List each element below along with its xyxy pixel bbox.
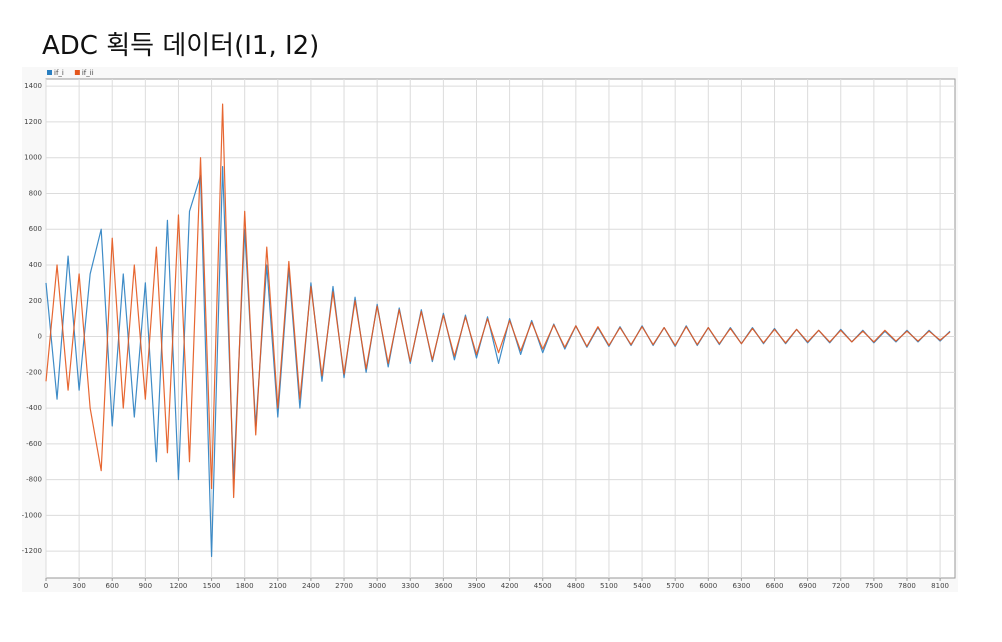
x-tick-label: 2400 xyxy=(302,582,320,590)
y-tick-label: -800 xyxy=(26,476,42,484)
y-tick-label: 1000 xyxy=(24,154,42,162)
x-tick-label: 7500 xyxy=(865,582,883,590)
y-tick-label: -600 xyxy=(26,440,42,448)
y-tick-label: 1400 xyxy=(24,82,42,90)
x-tick-label: 4500 xyxy=(534,582,552,590)
chart-title: ADC 획득 데이터(I1, I2) xyxy=(42,31,319,61)
y-tick-label: -1000 xyxy=(22,511,42,519)
series-line xyxy=(45,103,951,499)
y-tick-label: -200 xyxy=(26,368,42,376)
x-tick-label: 4200 xyxy=(501,582,519,590)
x-tick-label: 1800 xyxy=(236,582,254,590)
x-tick-label: 2100 xyxy=(269,582,287,590)
x-tick-label: 6300 xyxy=(732,582,750,590)
y-tick-label: 400 xyxy=(29,261,42,269)
y-tick-label: 200 xyxy=(29,297,42,305)
x-tick-label: 3900 xyxy=(468,582,486,590)
x-tick-label: 7800 xyxy=(898,582,916,590)
x-tick-label: 1500 xyxy=(203,582,221,590)
x-tick-label: 600 xyxy=(106,582,119,590)
x-tick-label: 1200 xyxy=(170,582,188,590)
x-tick-label: 4800 xyxy=(567,582,585,590)
legend-swatch xyxy=(74,70,80,75)
x-tick-label: 7200 xyxy=(832,582,850,590)
x-tick-label: 5100 xyxy=(600,582,618,590)
y-tick-label: 600 xyxy=(29,225,42,233)
x-tick-label: 6000 xyxy=(699,582,717,590)
x-tick-label: 2700 xyxy=(335,582,353,590)
legend-label: if_i xyxy=(54,69,64,77)
x-tick-label: 5400 xyxy=(633,582,651,590)
x-tick-label: 5700 xyxy=(666,582,684,590)
plot-area xyxy=(45,78,956,579)
y-tick-label: -400 xyxy=(26,404,42,412)
y-tick-label: 1200 xyxy=(24,118,42,126)
x-tick-label: 6600 xyxy=(766,582,784,590)
x-tick-label: 8100 xyxy=(931,582,949,590)
x-tick-label: 900 xyxy=(139,582,152,590)
x-tick-label: 3000 xyxy=(368,582,386,590)
legend-swatch xyxy=(47,70,52,75)
y-tick-label: 0 xyxy=(38,333,42,341)
x-tick-label: 3600 xyxy=(434,582,452,590)
legend-label: if_ii xyxy=(82,69,94,77)
x-tick-label: 300 xyxy=(72,582,85,590)
x-tick-label: 3300 xyxy=(401,582,419,590)
y-tick-label: 800 xyxy=(29,189,42,197)
y-tick-label: -1200 xyxy=(22,547,42,555)
x-tick-label: 0 xyxy=(44,582,48,590)
x-tick-label: 6900 xyxy=(799,582,817,590)
